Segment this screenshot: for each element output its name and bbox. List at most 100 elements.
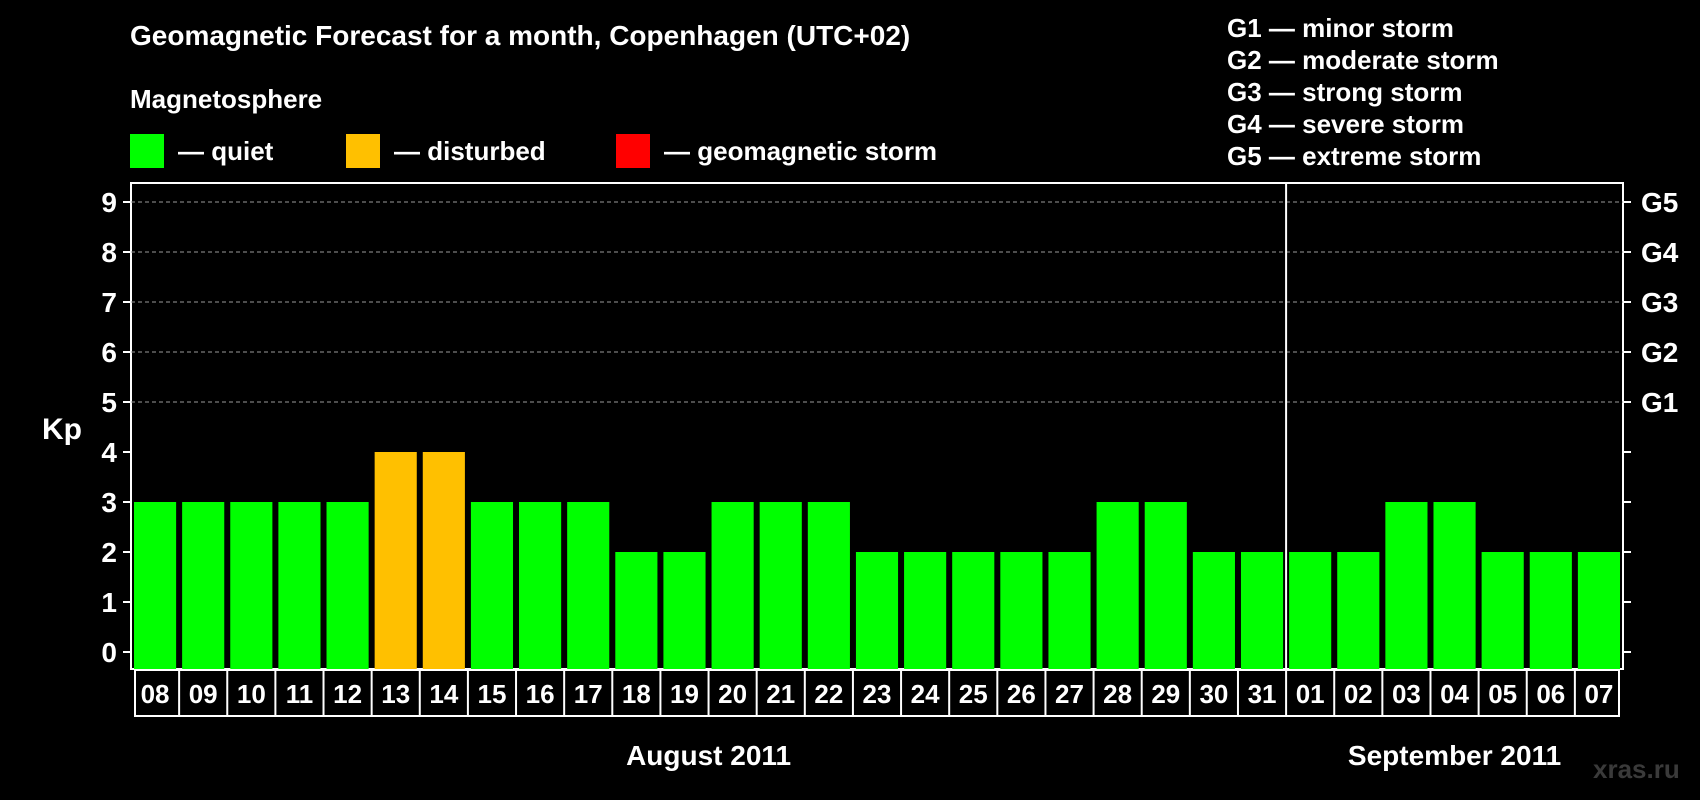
legend-label-disturbed: — disturbed [394, 135, 546, 166]
bar [807, 502, 850, 669]
y-tick-label: 1 [101, 587, 117, 618]
y-tick-label: 9 [101, 187, 117, 218]
date-label: 08 [141, 679, 170, 709]
y-tick-label: 8 [101, 237, 117, 268]
bar [1096, 502, 1139, 669]
bar [422, 452, 465, 669]
bar [1289, 552, 1332, 669]
date-label: 22 [814, 679, 843, 709]
storm-level-label: G3 [1641, 287, 1678, 318]
date-label: 26 [1007, 679, 1036, 709]
date-label: 01 [1296, 679, 1325, 709]
bar [1481, 552, 1524, 669]
y-tick-label: 6 [101, 337, 117, 368]
date-label: 20 [718, 679, 747, 709]
date-label: 19 [670, 679, 699, 709]
date-label: 09 [189, 679, 218, 709]
bar [1433, 502, 1476, 669]
date-label: 31 [1248, 679, 1277, 709]
legend-label-quiet: — quiet [178, 135, 274, 166]
date-label: 06 [1536, 679, 1565, 709]
bar [278, 502, 321, 669]
storm-level-label: G4 [1641, 237, 1679, 268]
date-label: 10 [237, 679, 266, 709]
date-label: 12 [333, 679, 362, 709]
y-tick-label: 2 [101, 537, 117, 568]
date-label: 30 [1199, 679, 1228, 709]
legend-swatch-disturbed [346, 134, 380, 168]
bar [1529, 552, 1572, 669]
date-label: 28 [1103, 679, 1132, 709]
bar [1048, 552, 1091, 669]
date-label: 07 [1584, 679, 1613, 709]
date-label: 16 [526, 679, 555, 709]
legend-swatch-storm [616, 134, 650, 168]
date-label: 18 [622, 679, 651, 709]
storm-level-label: G2 [1641, 337, 1678, 368]
bar [567, 502, 610, 669]
bar [470, 502, 514, 669]
legend-disturbed: — disturbed [346, 134, 546, 168]
month-label: August 2011 [626, 740, 791, 771]
date-label: 23 [863, 679, 892, 709]
date-label: 03 [1392, 679, 1421, 709]
bar [1385, 502, 1428, 669]
bar [1000, 552, 1043, 669]
legend-swatch-quiet [130, 134, 164, 168]
y-axis-label: Kp [42, 413, 82, 446]
date-label: 27 [1055, 679, 1084, 709]
storm-level-label: G1 [1641, 387, 1678, 418]
bar [182, 502, 225, 669]
bar [230, 502, 273, 669]
bar [952, 552, 995, 669]
date-label: 05 [1488, 679, 1517, 709]
legend-heading: Magnetosphere [130, 84, 323, 114]
y-tick-label: 0 [101, 637, 117, 668]
bar [374, 452, 417, 669]
date-label: 15 [478, 679, 507, 709]
y-tick-label: 3 [101, 487, 117, 518]
bar [326, 502, 369, 669]
legend-quiet: — quiet [130, 134, 273, 168]
date-label: 17 [574, 679, 603, 709]
storm-scale-g2: G2 — moderate storm [1227, 45, 1499, 75]
bar [615, 552, 658, 669]
legend-storm: — geomagnetic storm [616, 134, 937, 168]
y-tick-label: 7 [101, 287, 117, 318]
storm-scale-g4: G4 — severe storm [1227, 109, 1465, 139]
month-label: September 2011 [1348, 740, 1561, 771]
bar [711, 502, 754, 669]
bar [1337, 552, 1380, 669]
bar [1240, 552, 1284, 669]
bar [1144, 502, 1187, 669]
watermark: xras.ru [1593, 754, 1680, 784]
bar [759, 502, 802, 669]
storm-scale-g5: G5 — extreme storm [1227, 141, 1482, 171]
date-label: 11 [286, 679, 314, 709]
date-label: 13 [381, 679, 410, 709]
bar [855, 552, 899, 669]
y-tick-label: 5 [101, 387, 117, 418]
bar [904, 552, 947, 669]
chart-title: Geomagnetic Forecast for a month, Copenh… [130, 20, 911, 51]
date-label: 25 [959, 679, 988, 709]
storm-scale-g3: G3 — strong storm [1227, 77, 1463, 107]
bar [134, 502, 177, 669]
storm-scale-key: G1 — minor storm G2 — moderate storm G3 … [1227, 12, 1499, 172]
bar [663, 552, 706, 669]
date-label: 02 [1344, 679, 1373, 709]
date-label: 29 [1151, 679, 1180, 709]
date-label: 14 [429, 679, 458, 709]
date-label: 21 [766, 679, 795, 709]
bar [519, 502, 562, 669]
legend-label-storm: — geomagnetic storm [664, 135, 938, 166]
bar [1192, 552, 1235, 669]
storm-level-label: G5 [1641, 187, 1678, 218]
date-label: 04 [1440, 679, 1469, 709]
y-tick-label: 4 [101, 437, 117, 468]
date-row-frame [134, 669, 1620, 717]
storm-scale-g1: G1 — minor storm [1227, 13, 1454, 43]
date-label: 24 [911, 679, 940, 709]
bar [1577, 552, 1620, 669]
